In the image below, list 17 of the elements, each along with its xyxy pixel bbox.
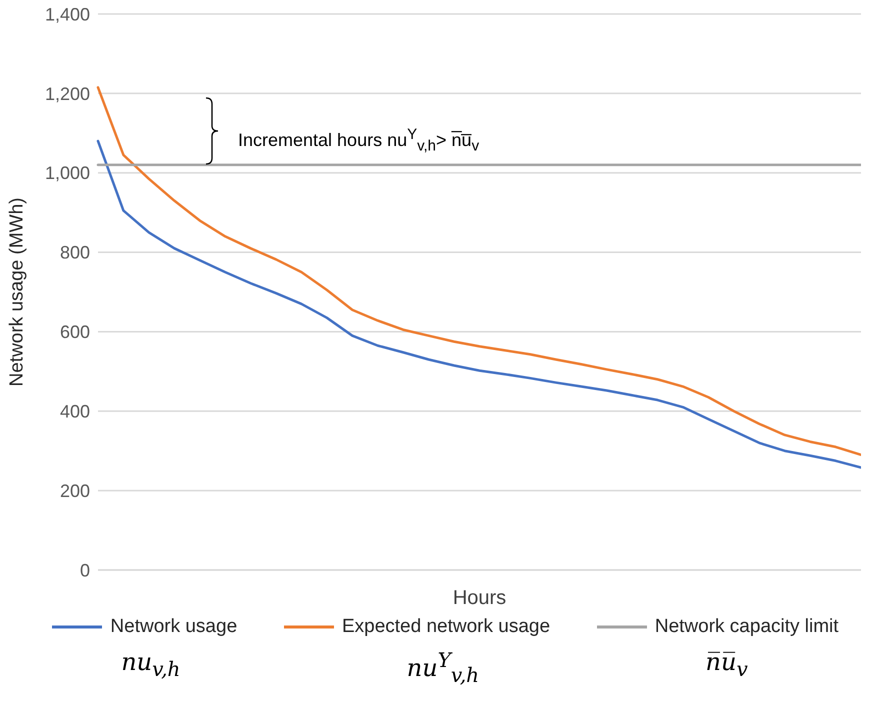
text: n̅u̅$_{v}$: [706, 648, 748, 683]
y-tick-label: 200: [60, 480, 90, 501]
y-tick-label: 400: [60, 402, 90, 422]
y-tick-label: 1,400: [44, 4, 90, 24]
line-series: [96, 86, 861, 456]
y-tick-label: 1,000: [44, 163, 90, 184]
y-tick-label: 600: [60, 322, 90, 342]
y-tick-label: 0: [80, 560, 90, 580]
legend-label: Expected network usage: [342, 616, 550, 638]
legend-label: Network usage: [110, 616, 238, 638]
y-tick-label: 1,200: [44, 84, 90, 104]
text: nu$_{v,h}$: [121, 648, 180, 683]
y-tick-label: 800: [60, 242, 90, 263]
annotation: Incremental hours nu$^{Y}$$_{v,h}$> n̅u̅$_{v}$: [238, 126, 480, 155]
x-axis-title: Hours: [452, 587, 506, 609]
y-axis-title: Network usage (MWh): [6, 198, 28, 386]
legend-label: Network capacity limit: [654, 616, 839, 638]
